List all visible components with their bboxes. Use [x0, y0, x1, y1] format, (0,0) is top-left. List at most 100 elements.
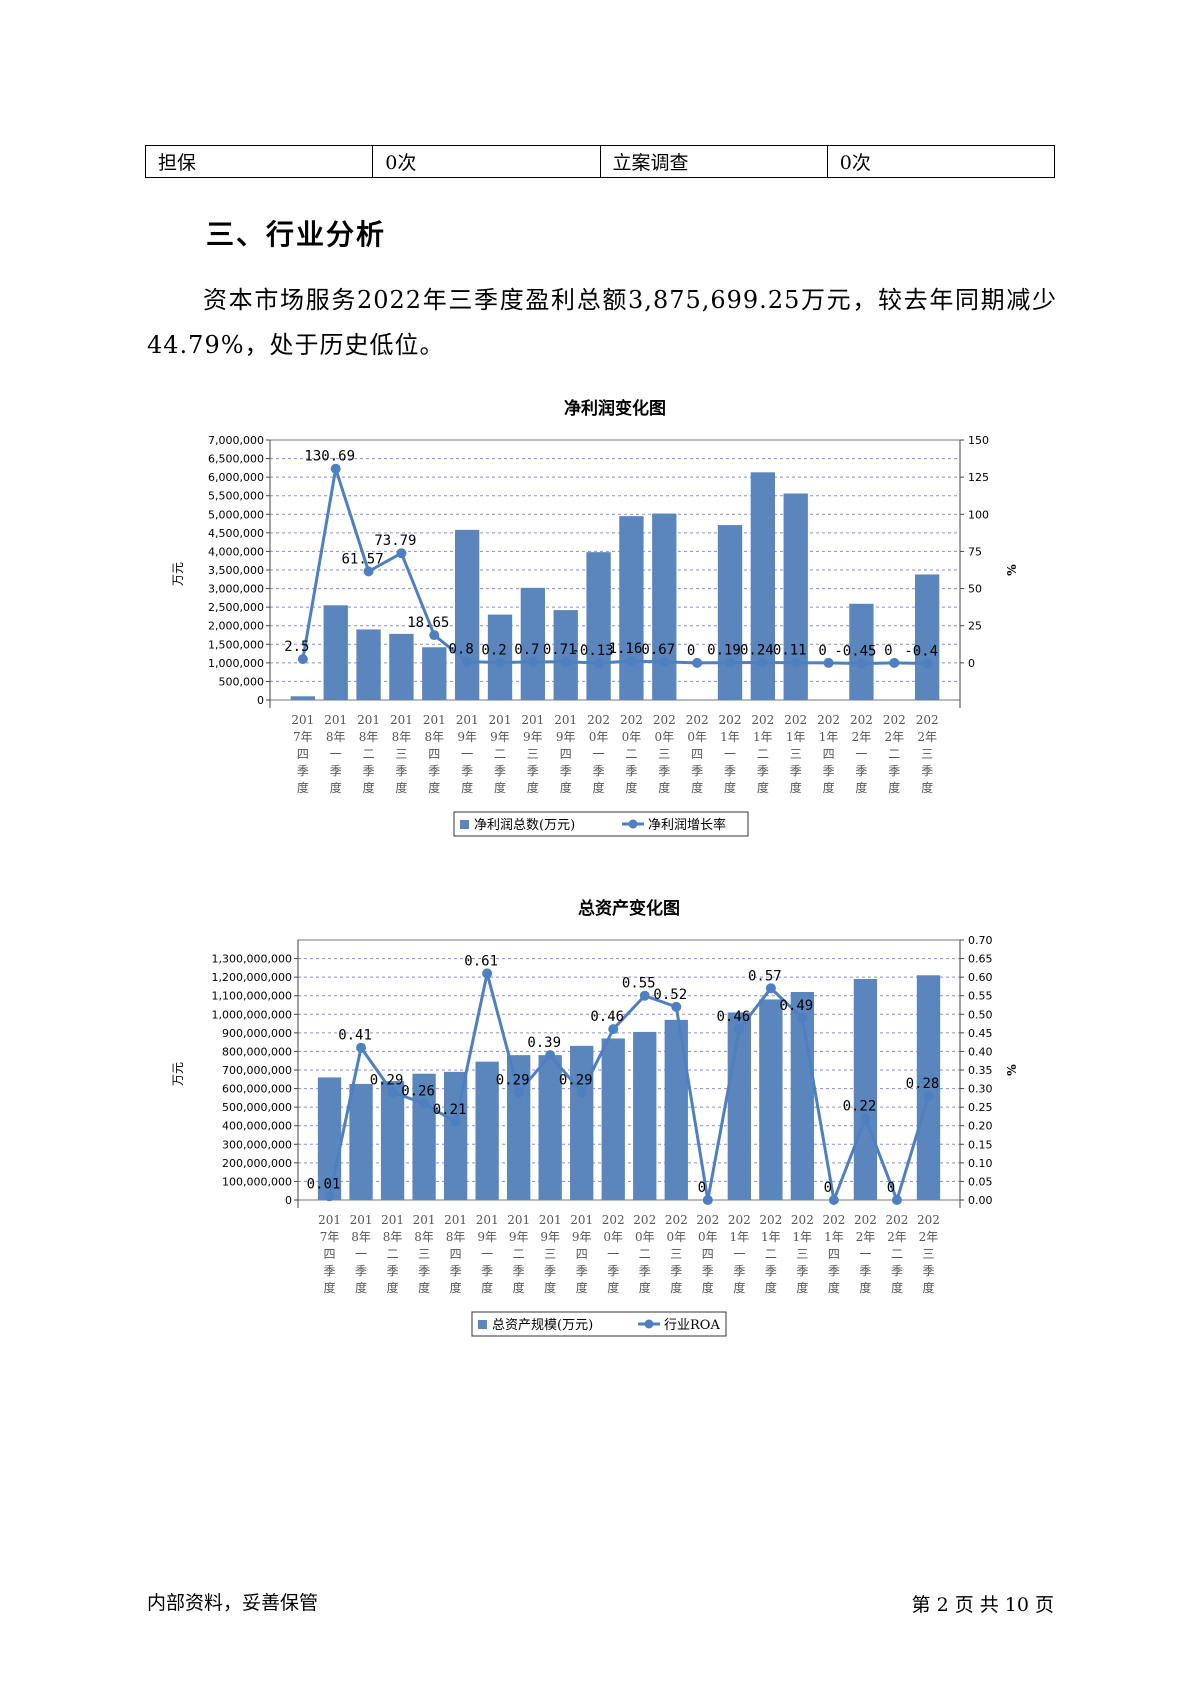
- y-tick-label: 0: [285, 1194, 292, 1207]
- data-label: 0.01: [307, 1176, 341, 1192]
- data-label: 0.57: [748, 968, 782, 984]
- x-tick-label: 202: [916, 713, 939, 727]
- data-label: 18.65: [407, 615, 449, 631]
- y-tick-label: 3,500,000: [208, 564, 264, 577]
- bar: [570, 1045, 594, 1200]
- x-tick-label: 季: [855, 764, 867, 778]
- legend-bar-swatch: [460, 820, 469, 829]
- net-profit-chart: 净利润变化图 0 500,000 1,000,000 1,500,000 2,000,00…: [170, 390, 1030, 850]
- x-tick-label: 季: [796, 1264, 808, 1278]
- x-tick-label: 季: [330, 764, 342, 778]
- data-label: 0: [887, 1180, 895, 1196]
- y-axis-title: 万元: [171, 562, 185, 586]
- y2-tick-label: 0.70: [968, 934, 993, 947]
- data-label: 61.57: [341, 551, 383, 567]
- x-tick-label: 202: [587, 713, 610, 727]
- series-line: [301, 468, 928, 666]
- x-tick-label: 202: [719, 713, 742, 727]
- x-tick-label: 一: [859, 1247, 871, 1261]
- x-tick-label: 202: [653, 713, 676, 727]
- bar: [664, 1019, 688, 1200]
- data-label: 0.26: [401, 1083, 435, 1099]
- x-tick-label: 202: [665, 1213, 688, 1227]
- x-tick-label: 度: [428, 780, 440, 795]
- x-tick-label: 202: [784, 713, 807, 727]
- chart-title: 净利润变化图: [564, 398, 666, 419]
- info-table: 担保 0次 立案调查 0次: [144, 145, 1056, 178]
- x-tick-label: 季: [494, 764, 506, 778]
- y-axis-title: 万元: [171, 1062, 185, 1086]
- y-tick-label: 1,200,000,000: [212, 971, 292, 984]
- x-tick-label: 202: [854, 1213, 877, 1227]
- line-point: [576, 1087, 587, 1098]
- x-tick-label: 二: [494, 747, 506, 761]
- x-tick-label: 二: [363, 747, 375, 761]
- x-tick-label: 三: [395, 747, 407, 761]
- x-tick-label: 三: [670, 1247, 682, 1261]
- bar: [475, 1061, 499, 1200]
- x-tick-label: 季: [363, 764, 375, 778]
- x-tick-label: 二: [888, 747, 900, 761]
- x-tick-label: 季: [891, 1264, 903, 1278]
- x-tick-label: 季: [355, 1264, 367, 1278]
- x-tick-label: 度: [324, 1280, 336, 1295]
- x-tick-label: 201: [324, 713, 347, 727]
- y-tick-label: 0: [257, 694, 264, 707]
- x-tick-label: 度: [527, 780, 539, 795]
- x-tick-label: 度: [513, 1280, 525, 1295]
- data-label: 1.16: [609, 641, 643, 657]
- line-point: [923, 1091, 934, 1101]
- x-tick-label: 度: [363, 780, 375, 795]
- line-point: [324, 1191, 335, 1202]
- data-label: 0.41: [338, 1028, 372, 1044]
- bar: [290, 696, 316, 700]
- x-tick-label: 8年: [326, 730, 346, 744]
- line-point: [725, 657, 735, 668]
- bar: [538, 1055, 562, 1200]
- bar: [443, 1071, 468, 1200]
- x-tick-label: 三: [527, 747, 539, 761]
- bar: [487, 614, 513, 700]
- data-label: 0.19: [707, 643, 741, 659]
- line-point: [527, 656, 538, 667]
- x-tick-label: 二: [891, 1247, 903, 1261]
- line-point: [513, 1087, 524, 1098]
- total-assets-chart: 总资产变化图 0 100,000,000 200,000,000 300,000,000…: [170, 890, 1030, 1350]
- x-tick-label: 季: [859, 1264, 871, 1278]
- data-label: 0.71: [543, 642, 577, 658]
- y2-tick-label: 0.00: [968, 1194, 993, 1207]
- line-point: [692, 657, 703, 668]
- x-tick-label: 三: [796, 1247, 808, 1261]
- series-line: [328, 973, 930, 1206]
- x-tick-label: 2年: [884, 730, 904, 744]
- x-tick-label: 度: [921, 780, 933, 795]
- body-paragraph: 资本市场服务2022年三季度盈利总额3,875,699.25万元，较去年同期减少…: [147, 286, 1057, 359]
- x-tick-label: 季: [461, 764, 473, 778]
- bar: [389, 633, 414, 700]
- x-tick-label: 度: [418, 1280, 430, 1295]
- x-tick-label: 一: [724, 747, 736, 761]
- x-tick-label: 0年: [666, 1230, 686, 1244]
- x-tick-label: 一: [733, 1247, 745, 1261]
- x-tick-label: 季: [625, 764, 637, 778]
- line-point: [757, 657, 768, 668]
- x-tick-label: 8年: [414, 1230, 434, 1244]
- x-tick-label: 0年: [698, 1230, 718, 1244]
- line-point: [545, 1050, 556, 1061]
- x-tick-label: 2年: [887, 1230, 907, 1244]
- x-tick-label: 8年: [383, 1230, 403, 1244]
- x-tick-label: 度: [544, 1280, 556, 1295]
- x-tick-label: 四: [450, 1247, 462, 1261]
- line-point: [363, 566, 374, 577]
- y2-tick-label: 0.20: [968, 1120, 993, 1133]
- y-tick-label: 100,000,000: [222, 1175, 292, 1188]
- y-tick-label: 6,500,000: [208, 453, 264, 466]
- x-tick-label: 一: [461, 747, 473, 761]
- x-tick-label: 201: [390, 713, 413, 727]
- data-label: -0.13: [571, 643, 613, 659]
- bar: [853, 979, 878, 1200]
- y-tick-label: 500,000: [219, 675, 265, 688]
- x-tick-label: 季: [828, 1264, 840, 1278]
- y2-tick-label: 0.55: [968, 990, 993, 1003]
